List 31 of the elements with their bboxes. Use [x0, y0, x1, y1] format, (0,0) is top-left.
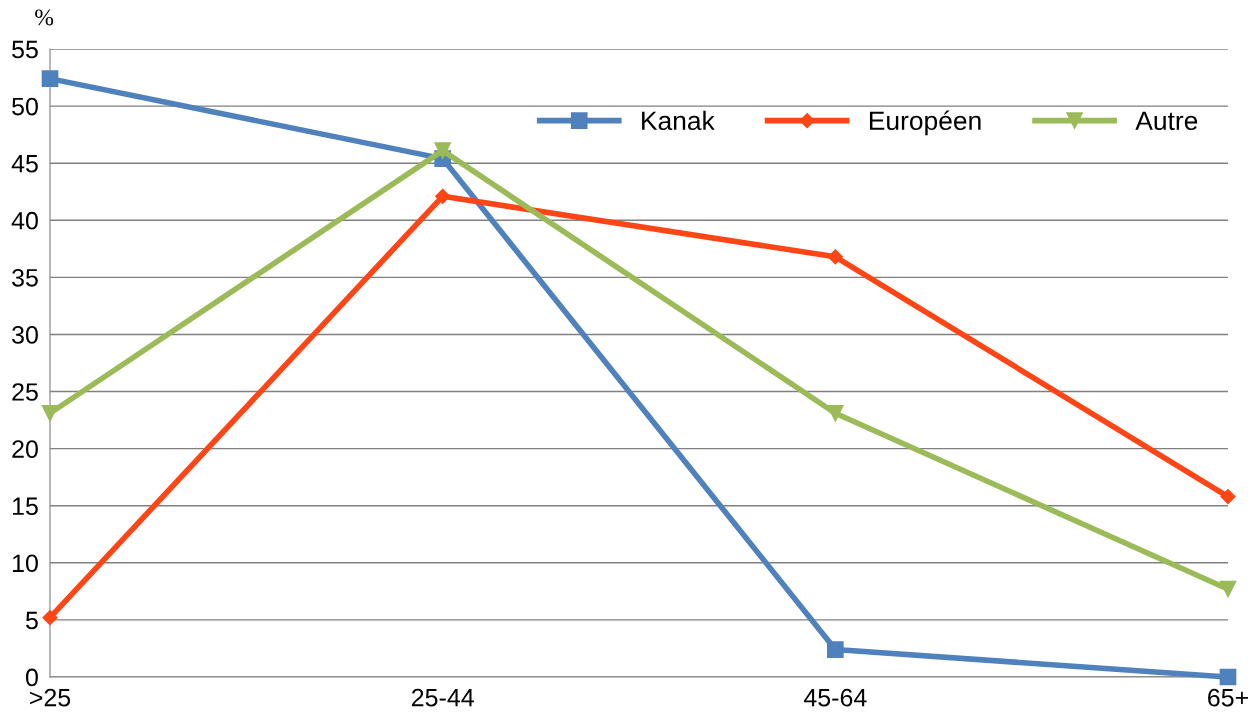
point — [1219, 668, 1237, 686]
x-tick-label: 65+ — [1208, 688, 1248, 707]
point — [826, 641, 844, 658]
legend-label: Autre — [1135, 111, 1198, 131]
x-tick-label: 25-44 — [411, 688, 474, 707]
y-tick-label: 50 — [12, 97, 38, 116]
legend-label: Kanak — [642, 110, 715, 131]
y-tick-label: 10 — [12, 554, 38, 573]
legend-label: Européen — [869, 110, 981, 136]
x-tick-label: >25 — [30, 688, 71, 707]
y-tick-label: 5 — [25, 611, 38, 630]
y-tick-label: 40 — [11, 211, 38, 230]
point — [435, 188, 451, 204]
point — [42, 610, 58, 626]
point — [434, 142, 452, 159]
y-tick-label: 30 — [12, 326, 38, 344]
point — [826, 404, 844, 422]
y-axis-title: % — [35, 9, 54, 26]
point — [41, 70, 59, 88]
y-tick-label: 0 — [25, 668, 38, 687]
y-tick-label: 25 — [12, 383, 38, 401]
point — [1219, 580, 1237, 598]
y-tick-label: 15 — [12, 497, 38, 516]
y-tick-label: 35 — [12, 268, 38, 287]
y-tick-label: 45 — [11, 155, 38, 173]
point — [827, 249, 843, 265]
point — [1220, 489, 1236, 505]
y-tick-label: 55 — [12, 40, 38, 59]
y-tick-label: 20 — [12, 440, 38, 458]
point — [41, 404, 59, 422]
x-tick-label: 45-64 — [803, 688, 867, 707]
